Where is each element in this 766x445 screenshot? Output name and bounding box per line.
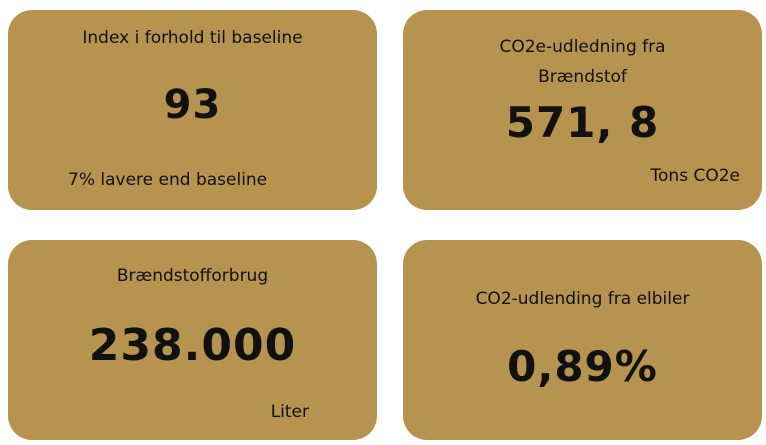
kpi-card: CO2-udlending fra elbiler 0,89% bbox=[403, 240, 762, 440]
card-title: CO2-udlending fra elbiler bbox=[475, 289, 690, 309]
kpi-card: Brændstofforbrug 238.000 Liter bbox=[8, 240, 377, 440]
kpi-card: CO2e-udledning fra Brændstof 571, 8 Tons… bbox=[403, 10, 762, 210]
card-note: Tons CO2e bbox=[650, 166, 740, 186]
card-value: 571, 8 bbox=[505, 98, 660, 147]
card-title: Index i forhold til baseline bbox=[82, 28, 303, 48]
card-value: 93 bbox=[163, 82, 222, 128]
card-value: 238.000 bbox=[88, 320, 297, 371]
card-title: CO2e-udledning fra Brændstof bbox=[499, 37, 666, 87]
card-note: Liter bbox=[270, 402, 309, 422]
card-title: Brændstofforbrug bbox=[116, 266, 269, 286]
card-note: 7% lavere end baseline bbox=[68, 170, 268, 190]
kpi-card: Index i forhold til baseline 93 7% laver… bbox=[8, 10, 377, 210]
card-value: 0,89% bbox=[507, 342, 658, 391]
